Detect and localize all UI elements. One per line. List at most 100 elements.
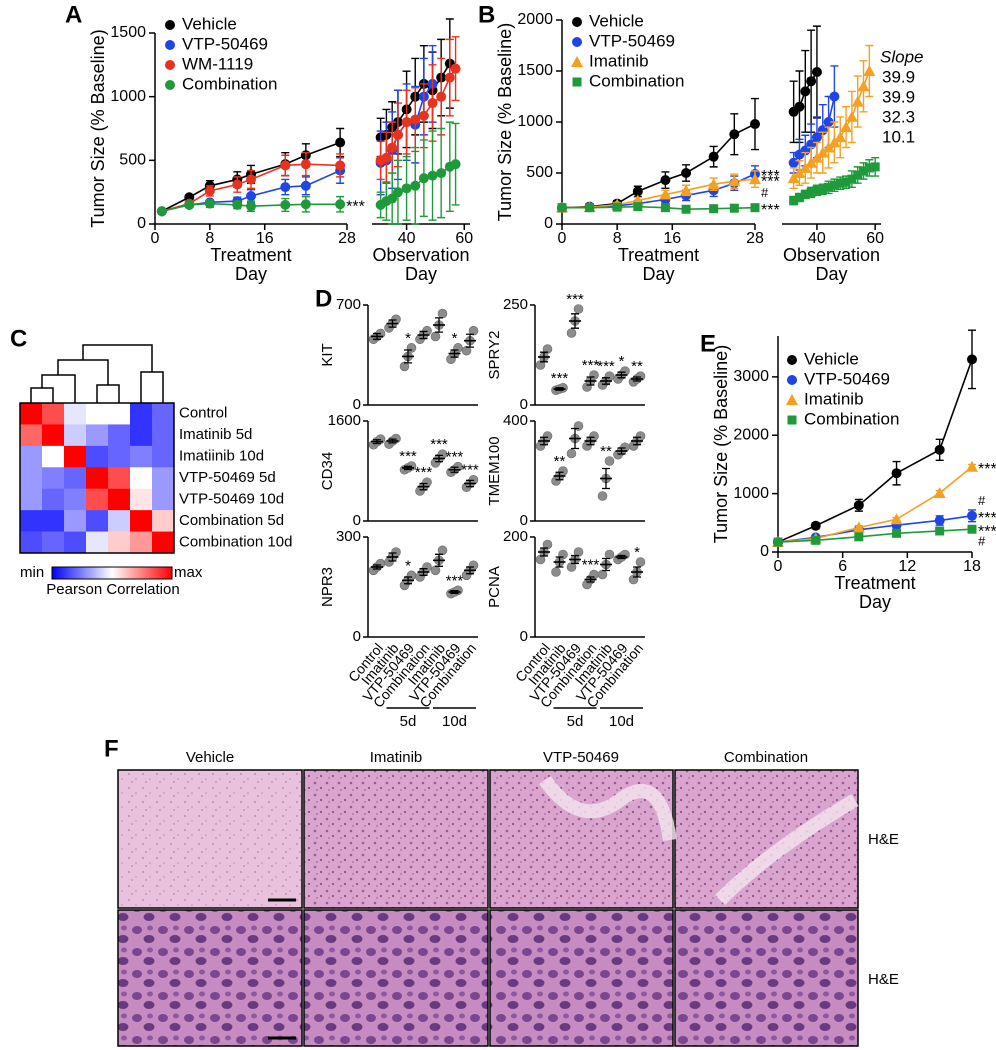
legend-marker bbox=[165, 80, 175, 90]
sem-bar bbox=[586, 436, 595, 446]
sem-bar bbox=[617, 554, 626, 560]
y-axis-label: KIT bbox=[319, 343, 336, 366]
sem-bar bbox=[571, 427, 579, 450]
x-tick-label: 12 bbox=[898, 558, 916, 575]
sample-point bbox=[430, 331, 441, 342]
significance-label: # bbox=[978, 534, 986, 549]
heatmap-cell bbox=[86, 445, 109, 468]
data-point bbox=[300, 159, 311, 170]
y-tick-label: 0 bbox=[137, 215, 146, 232]
data-point bbox=[835, 178, 845, 188]
panel-letter: E bbox=[700, 330, 716, 357]
row-label: Imatinib 5d bbox=[179, 426, 252, 443]
data-point bbox=[840, 121, 853, 133]
sem-bar bbox=[602, 377, 610, 385]
data-point bbox=[794, 101, 805, 112]
data-point bbox=[811, 67, 822, 78]
data-point bbox=[585, 203, 595, 213]
data-point bbox=[857, 80, 870, 92]
data-point bbox=[851, 95, 864, 107]
data-point bbox=[387, 193, 398, 204]
legend-label: VTP-50469 bbox=[589, 31, 675, 50]
data-point bbox=[810, 520, 821, 531]
sem-bar bbox=[373, 439, 381, 445]
heatmap-cell bbox=[108, 403, 131, 425]
sem-bar bbox=[633, 566, 641, 578]
data-point bbox=[381, 152, 392, 163]
data-point bbox=[280, 160, 291, 171]
label-line: Day bbox=[815, 264, 847, 284]
data-point bbox=[816, 146, 829, 158]
data-point bbox=[967, 354, 977, 365]
significance-label: *** bbox=[978, 510, 996, 527]
data-point bbox=[773, 537, 783, 547]
significance-label: *** bbox=[551, 370, 569, 387]
sem-bar bbox=[555, 471, 564, 481]
legend-label: Vehicle bbox=[804, 349, 859, 368]
data-point bbox=[966, 460, 978, 472]
sem-bar bbox=[540, 351, 548, 363]
data-point bbox=[812, 185, 822, 195]
data-point bbox=[246, 174, 256, 185]
data-point bbox=[845, 110, 858, 122]
data-point bbox=[750, 119, 760, 130]
heatmap-cell bbox=[152, 424, 175, 447]
x-axis-label: Observation Day bbox=[783, 245, 880, 284]
sem-bar bbox=[373, 332, 381, 340]
heatmap-cell bbox=[108, 424, 131, 447]
significance-label: *** bbox=[415, 464, 433, 481]
data-point bbox=[933, 487, 946, 499]
data-point bbox=[841, 177, 851, 187]
significance-label: *** bbox=[978, 461, 996, 478]
legend-label: Combination bbox=[804, 409, 899, 428]
colorbar-min: min bbox=[20, 564, 44, 581]
legend-label: VTP-50469 bbox=[182, 34, 268, 53]
legend-marker bbox=[787, 415, 797, 425]
colorbar bbox=[51, 566, 173, 580]
group-label: 5d bbox=[400, 713, 417, 730]
heatmap-cell bbox=[20, 424, 43, 447]
data-point bbox=[681, 204, 691, 214]
data-point bbox=[427, 98, 438, 109]
heatmap-cell bbox=[64, 510, 87, 532]
heatmap-cell bbox=[20, 531, 43, 554]
label-line: Day bbox=[642, 264, 674, 284]
significance-label: *** bbox=[446, 572, 464, 589]
heatmap-cell bbox=[130, 510, 153, 532]
heatmap-cell bbox=[20, 403, 43, 425]
data-point bbox=[854, 532, 864, 542]
heatmap-cell bbox=[42, 467, 65, 490]
y-tick-label: 300 bbox=[336, 528, 361, 545]
sem-bar bbox=[540, 547, 548, 557]
data-point bbox=[436, 91, 447, 102]
y-tick-label: 2000 bbox=[517, 11, 553, 28]
sem-bar bbox=[571, 554, 579, 565]
legend-label: Combination bbox=[182, 74, 277, 93]
data-point bbox=[800, 86, 811, 97]
slope-value: 39.9 bbox=[882, 87, 915, 106]
data-point bbox=[300, 180, 311, 191]
data-point bbox=[799, 161, 812, 173]
heatmap-cell bbox=[152, 403, 175, 425]
row-label: H&E bbox=[868, 831, 899, 848]
data-point bbox=[680, 184, 693, 196]
significance-label: *** bbox=[346, 198, 365, 215]
data-point bbox=[204, 198, 215, 209]
data-point bbox=[707, 178, 720, 190]
significance-label: *** bbox=[582, 556, 600, 573]
sem-bar bbox=[466, 479, 474, 488]
data-point bbox=[870, 162, 880, 172]
data-point bbox=[659, 188, 672, 200]
heatmap-cell bbox=[152, 510, 175, 532]
y-tick-label: 400 bbox=[503, 412, 528, 429]
legend-label: Imatinib bbox=[589, 51, 649, 70]
legend-label: WM-1119 bbox=[182, 54, 253, 73]
sample-point bbox=[430, 565, 441, 576]
x-tick-label: 18 bbox=[963, 558, 981, 575]
heatmap-cell bbox=[152, 488, 175, 511]
sem-bar bbox=[633, 436, 641, 446]
data-point bbox=[828, 136, 841, 148]
significance-label: # bbox=[978, 493, 986, 508]
legend-label: Vehicle bbox=[182, 14, 237, 33]
